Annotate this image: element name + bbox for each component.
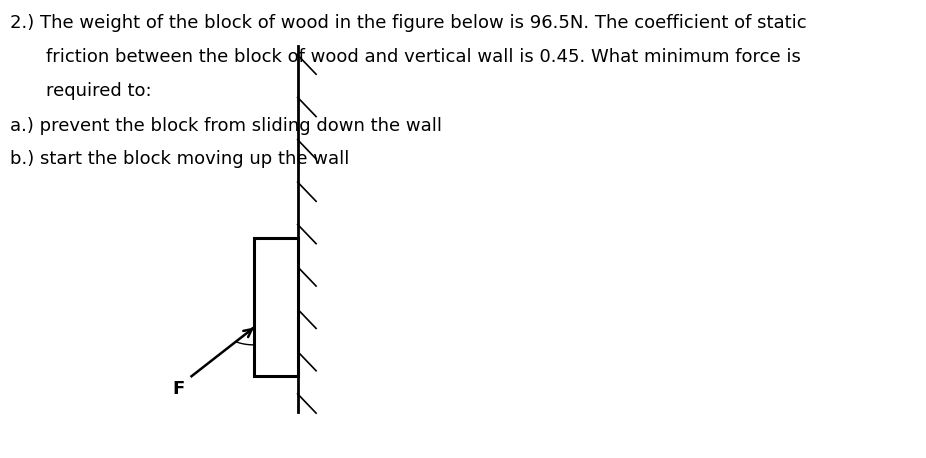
Text: 2.) The weight of the block of wood in the figure below is 96.5N. The coefficien: 2.) The weight of the block of wood in t… xyxy=(10,14,807,32)
Text: b.) start the block moving up the wall: b.) start the block moving up the wall xyxy=(10,150,349,168)
Bar xyxy=(254,238,297,376)
Text: 35°: 35° xyxy=(262,344,287,358)
Text: friction between the block of wood and vertical wall is 0.45. What minimum force: friction between the block of wood and v… xyxy=(46,48,801,66)
Text: F: F xyxy=(172,380,185,398)
Text: required to:: required to: xyxy=(46,82,152,100)
Text: a.) prevent the block from sliding down the wall: a.) prevent the block from sliding down … xyxy=(10,117,442,135)
